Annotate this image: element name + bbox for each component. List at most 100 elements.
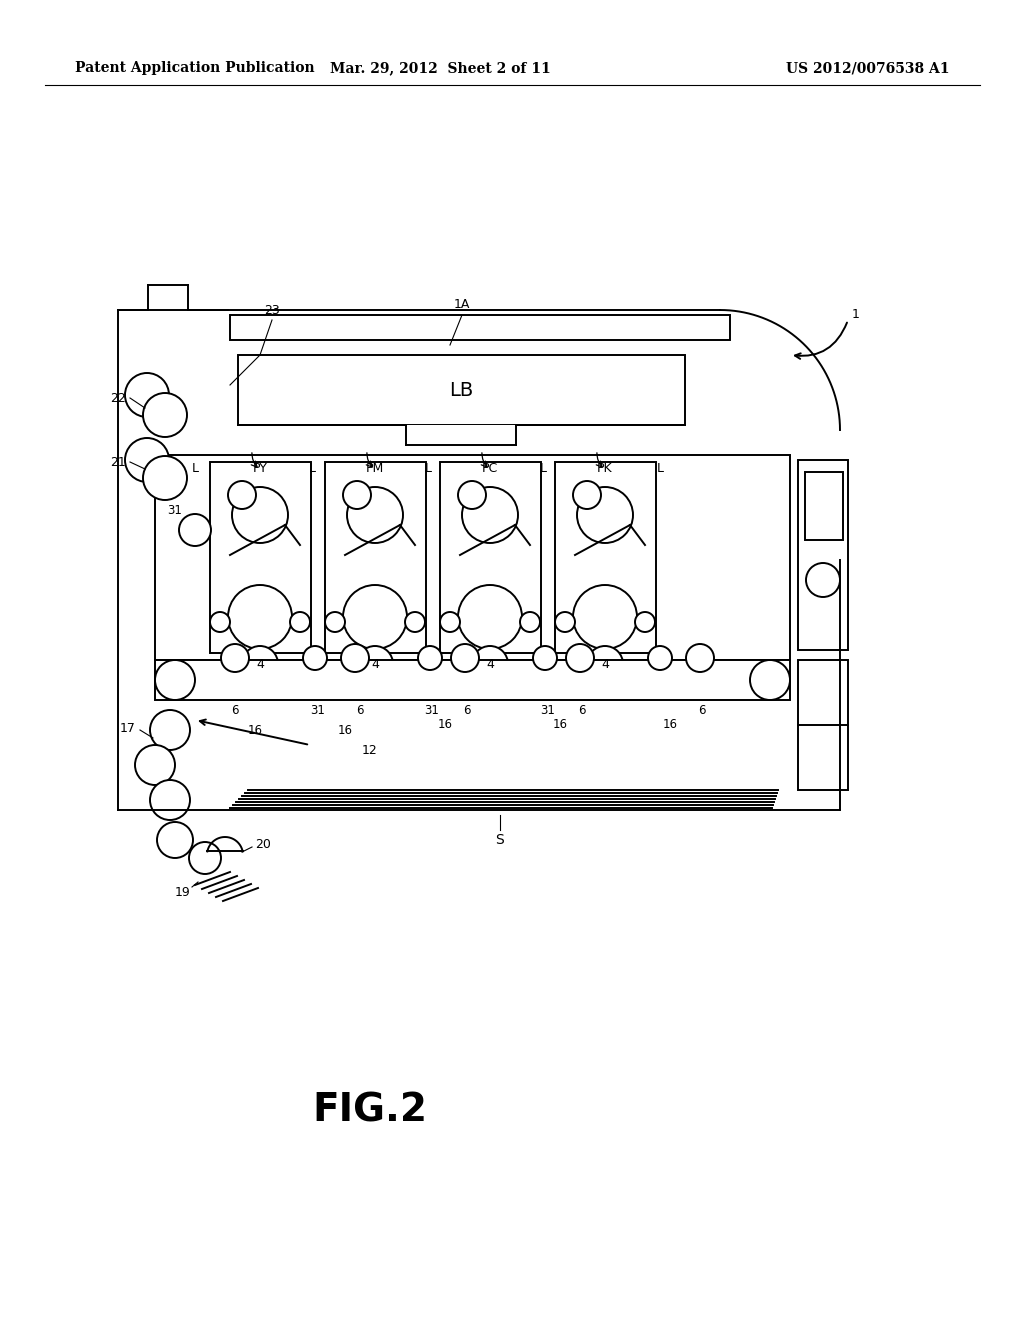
Text: L: L	[540, 462, 547, 474]
Text: 4: 4	[256, 657, 264, 671]
Text: 6: 6	[463, 704, 471, 717]
Text: 19: 19	[175, 886, 190, 899]
Text: S: S	[496, 833, 505, 847]
Text: 16: 16	[338, 723, 352, 737]
Circle shape	[458, 480, 486, 510]
Bar	[798, 459, 848, 649]
Circle shape	[451, 644, 479, 672]
Text: 16: 16	[437, 718, 453, 731]
Circle shape	[406, 612, 425, 632]
Text: 12: 12	[362, 743, 378, 756]
Circle shape	[573, 585, 637, 649]
Text: 4: 4	[371, 657, 379, 671]
Circle shape	[150, 710, 190, 750]
Text: Mar. 29, 2012  Sheet 2 of 11: Mar. 29, 2012 Sheet 2 of 11	[330, 61, 550, 75]
Circle shape	[806, 564, 840, 597]
Circle shape	[566, 644, 594, 672]
Text: 6: 6	[231, 704, 239, 717]
Text: 6: 6	[698, 704, 706, 717]
Text: 6: 6	[356, 704, 364, 717]
Circle shape	[573, 480, 601, 510]
Circle shape	[242, 645, 278, 682]
Text: 23: 23	[264, 304, 280, 317]
Circle shape	[290, 612, 310, 632]
Bar	[230, 315, 730, 341]
Circle shape	[520, 612, 540, 632]
Circle shape	[418, 645, 442, 671]
Text: 16: 16	[663, 718, 678, 731]
Text: L: L	[656, 462, 664, 474]
Circle shape	[189, 842, 221, 874]
Text: 31: 31	[541, 704, 555, 717]
Text: LB: LB	[450, 380, 474, 400]
Circle shape	[440, 612, 460, 632]
Text: 4: 4	[486, 657, 494, 671]
Circle shape	[343, 585, 407, 649]
Circle shape	[179, 513, 211, 546]
Bar	[406, 425, 516, 445]
Bar	[555, 462, 656, 653]
Text: 31: 31	[168, 503, 182, 516]
Circle shape	[534, 645, 557, 671]
Circle shape	[150, 780, 190, 820]
Text: PM: PM	[366, 462, 384, 474]
Circle shape	[686, 644, 714, 672]
Circle shape	[555, 612, 575, 632]
Circle shape	[347, 487, 403, 543]
Circle shape	[155, 660, 195, 700]
Text: 4: 4	[601, 657, 609, 671]
Bar	[238, 355, 685, 425]
Text: 16: 16	[553, 718, 567, 731]
Text: L: L	[308, 462, 315, 474]
Circle shape	[228, 480, 256, 510]
Circle shape	[357, 645, 393, 682]
Circle shape	[135, 744, 175, 785]
Circle shape	[232, 487, 288, 543]
Circle shape	[635, 612, 655, 632]
Circle shape	[341, 644, 369, 672]
Bar	[440, 462, 541, 653]
Circle shape	[125, 438, 169, 482]
Text: FIG.2: FIG.2	[312, 1092, 427, 1129]
Text: PC: PC	[482, 462, 498, 474]
Text: 21: 21	[111, 455, 126, 469]
Circle shape	[577, 487, 633, 543]
Circle shape	[143, 393, 187, 437]
Text: PY: PY	[253, 462, 267, 474]
Bar	[805, 473, 843, 540]
Circle shape	[458, 585, 522, 649]
Text: L: L	[191, 462, 199, 474]
Circle shape	[343, 480, 371, 510]
Text: 1: 1	[852, 309, 860, 322]
Circle shape	[125, 374, 169, 417]
Circle shape	[587, 645, 623, 682]
Text: 31: 31	[425, 704, 439, 717]
Text: US 2012/0076538 A1: US 2012/0076538 A1	[786, 61, 950, 75]
Circle shape	[472, 645, 508, 682]
Text: L: L	[425, 462, 431, 474]
Circle shape	[221, 644, 249, 672]
Text: 17: 17	[120, 722, 136, 734]
Text: Patent Application Publication: Patent Application Publication	[75, 61, 314, 75]
Circle shape	[143, 455, 187, 500]
Circle shape	[325, 612, 345, 632]
Circle shape	[462, 487, 518, 543]
Circle shape	[157, 822, 193, 858]
Text: PK: PK	[597, 462, 612, 474]
Bar	[325, 462, 426, 653]
Bar	[155, 660, 790, 700]
Text: 20: 20	[255, 838, 271, 851]
Circle shape	[648, 645, 672, 671]
Circle shape	[303, 645, 327, 671]
Circle shape	[750, 660, 790, 700]
Text: 22: 22	[111, 392, 126, 404]
Text: 1A: 1A	[454, 298, 470, 312]
Text: 6: 6	[579, 704, 586, 717]
Circle shape	[228, 585, 292, 649]
Bar	[210, 462, 311, 653]
Bar	[798, 660, 848, 789]
Text: 16: 16	[248, 723, 262, 737]
Bar	[155, 455, 790, 660]
Circle shape	[210, 612, 230, 632]
Text: 31: 31	[310, 704, 326, 717]
